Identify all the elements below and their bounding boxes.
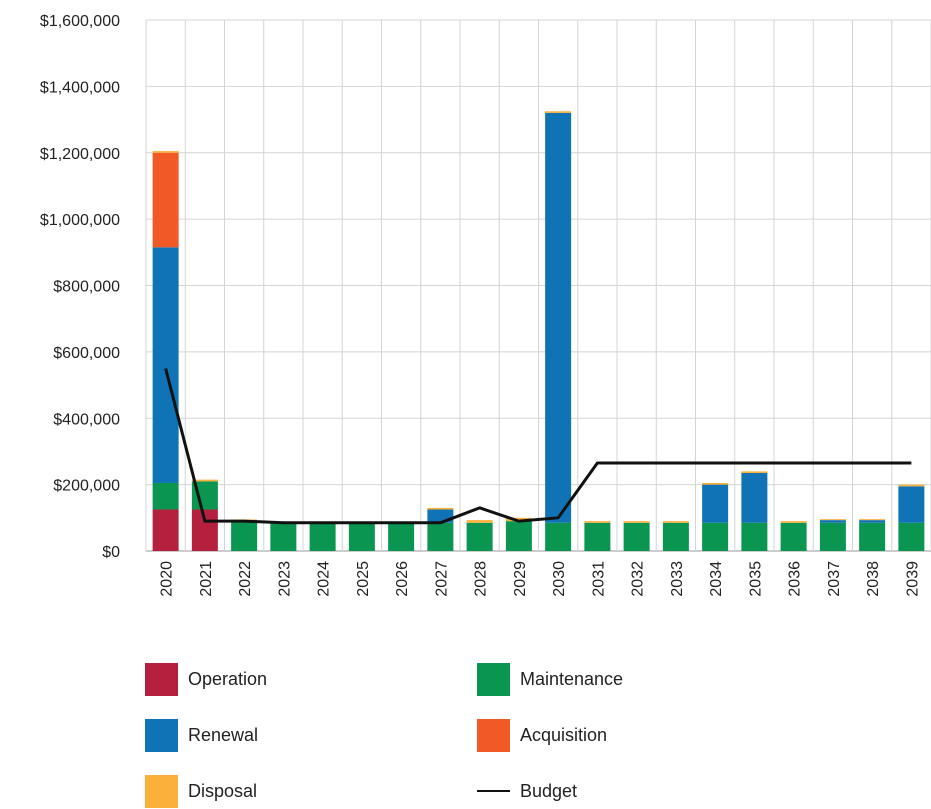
- legend-line-budget: [477, 775, 510, 808]
- x-tick-label: 2024: [316, 561, 333, 597]
- x-axis: 2020 2021 2022 2023 2024 2025 2026 2027 2028 2029…: [159, 561, 922, 597]
- legend-label-maintenance: Maintenance: [520, 668, 624, 689]
- legend-label-operation: Operation: [188, 668, 268, 689]
- bar-disposal-2020: [152, 151, 179, 153]
- legend-item-acquisition: Acquisition: [477, 718, 607, 752]
- bar-disposal-2036: [780, 521, 807, 523]
- budget-line-group: [164, 368, 912, 525]
- bar-disposal-2030: [545, 111, 572, 113]
- y-tick-label: $400,000: [53, 411, 120, 428]
- y-tick-label: $200,000: [53, 478, 120, 495]
- bar-disposal-2029: [505, 517, 532, 522]
- bar-renewal-2030: [545, 112, 572, 523]
- bar-maintenance-2033: [662, 522, 689, 551]
- bar-maintenance-2022: [231, 521, 258, 551]
- x-tick-label: 2025: [355, 561, 372, 597]
- legend-item-disposal: Disposal: [145, 774, 257, 808]
- x-tick-label: 2038: [865, 561, 882, 597]
- x-tick-label: 2021: [198, 561, 215, 597]
- bar-maintenance-2028: [466, 522, 493, 551]
- bar-renewal-2038: [859, 520, 886, 523]
- bar-renewal-2020: [152, 247, 179, 483]
- y-tick-label: $1,400,000: [40, 79, 120, 96]
- x-tick-label: 2034: [708, 561, 725, 597]
- y-tick-label: $1,000,000: [40, 212, 120, 229]
- legend-swatch-disposal: [145, 774, 178, 808]
- legend-swatch-renewal: [145, 718, 178, 752]
- bar-maintenance-2024: [309, 522, 336, 551]
- x-tick-label: 2039: [904, 561, 921, 597]
- bar-disposal-2037: [819, 519, 846, 521]
- bar-maintenance-2032: [623, 522, 650, 551]
- legend-label-disposal: Disposal: [188, 780, 258, 801]
- bar-maintenance-2026: [388, 522, 415, 551]
- bar-maintenance-2031: [584, 522, 611, 551]
- x-tick-label: 2033: [669, 561, 686, 597]
- y-tick-label: $1,600,000: [40, 13, 120, 30]
- legend-swatch-acquisition: [477, 718, 510, 752]
- bar-renewal-2034: [702, 484, 729, 523]
- y-tick-label: $0: [102, 544, 120, 561]
- bar-maintenance-2029: [505, 521, 532, 551]
- x-tick-label: 2023: [276, 561, 293, 597]
- chart-area: $0 $200,000 $400,000 $600,000 $800,000 $1,000…: [40, 13, 931, 597]
- y-tick-label: $800,000: [53, 279, 120, 296]
- x-tick-label: 2036: [787, 561, 804, 597]
- budget-line: [164, 368, 912, 525]
- bar-maintenance-2034: [702, 522, 729, 551]
- x-tick-label: 2026: [394, 561, 411, 597]
- bar-maintenance-2037: [819, 522, 846, 551]
- bar-renewal-2039: [898, 486, 925, 523]
- legend-swatch-maintenance: [477, 662, 510, 696]
- x-tick-label: 2030: [551, 561, 568, 597]
- x-tick-label: 2029: [512, 561, 529, 597]
- legend-label-renewal: Renewal: [188, 724, 259, 745]
- x-tick-label: 2027: [433, 561, 450, 597]
- bar-maintenance-2027: [427, 522, 454, 551]
- bar-acquisition-2020: [152, 152, 179, 248]
- x-tick-label: 2028: [473, 561, 490, 597]
- x-tick-label: 2020: [159, 561, 176, 597]
- legend-label-acquisition: Acquisition: [520, 724, 608, 745]
- bar-disposal-2021: [191, 479, 218, 482]
- legend-swatch-operation: [145, 662, 178, 696]
- legend-item-budget: Budget: [477, 774, 577, 808]
- legend-item-operation: Operation: [145, 662, 267, 696]
- x-tick-label: 2035: [747, 561, 764, 597]
- grid: [145, 19, 931, 552]
- bar-disposal-2035: [741, 471, 768, 474]
- bars: [152, 111, 925, 551]
- y-tick-label: $600,000: [53, 345, 120, 362]
- bar-maintenance-2039: [898, 522, 925, 551]
- y-axis: $0 $200,000 $400,000 $600,000 $800,000 $1,000…: [40, 13, 120, 561]
- bar-maintenance-2020: [152, 482, 179, 510]
- x-tick-label: 2037: [826, 561, 843, 597]
- bar-disposal-2038: [859, 519, 886, 521]
- legend-label-budget: Budget: [520, 780, 578, 801]
- x-tick-label: 2022: [237, 561, 254, 597]
- x-tick-label: 2031: [590, 561, 607, 597]
- bar-disposal-2039: [898, 484, 925, 487]
- bar-maintenance-2025: [348, 522, 375, 551]
- bar-renewal-2035: [741, 473, 768, 523]
- legend-item-maintenance: Maintenance: [477, 662, 623, 696]
- bar-maintenance-2030: [545, 522, 572, 551]
- bar-maintenance-2038: [859, 522, 886, 551]
- bar-disposal-2028: [466, 520, 493, 523]
- bar-disposal-2034: [702, 482, 729, 485]
- legend-item-renewal: Renewal: [145, 718, 258, 752]
- bar-renewal-2037: [819, 520, 846, 523]
- bar-disposal-2027: [427, 507, 454, 510]
- bar-maintenance-2035: [741, 522, 768, 551]
- x-tick-label: 2032: [630, 561, 647, 597]
- bar-maintenance-2036: [780, 522, 807, 551]
- bar-maintenance-2023: [270, 522, 297, 551]
- y-tick-label: $1,200,000: [40, 146, 120, 163]
- bar-disposal-2031: [584, 521, 611, 523]
- bar-operation-2020: [152, 509, 179, 551]
- bar-disposal-2033: [662, 521, 689, 523]
- bar-disposal-2032: [623, 521, 650, 523]
